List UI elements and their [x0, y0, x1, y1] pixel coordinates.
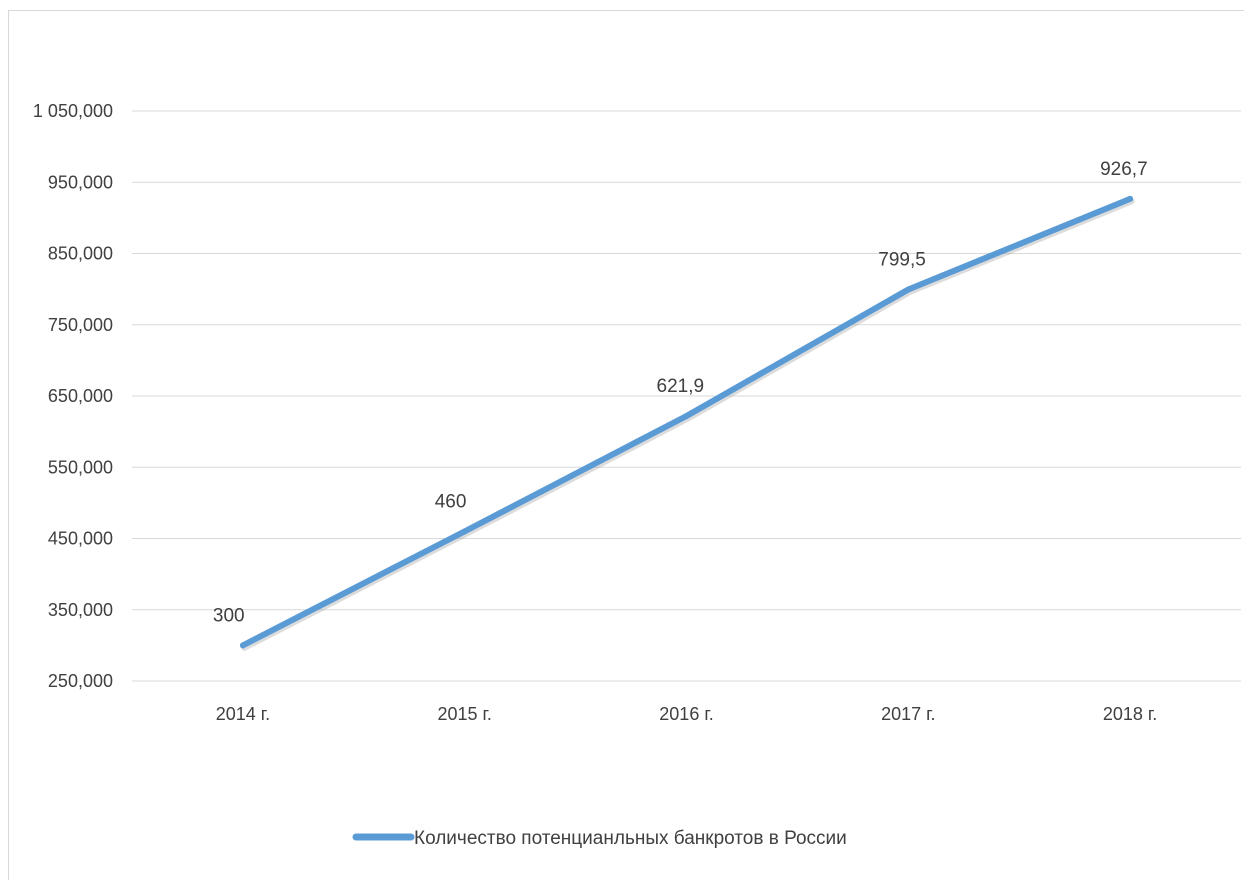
y-tick-label: 650,000 — [48, 386, 113, 406]
data-label: 621,9 — [657, 376, 705, 397]
x-axis-tick-labels: 2014 г. 2015 г. 2016 г. 2017 г. 2018 г. — [216, 704, 1158, 724]
data-point — [239, 642, 246, 649]
y-tick-label: 750,000 — [48, 315, 113, 335]
data-label: 300 — [213, 605, 245, 626]
y-tick-label: 850,000 — [48, 244, 113, 264]
y-tick-label: 1 050,000 — [33, 101, 113, 121]
y-tick-label: 550,000 — [48, 457, 113, 477]
x-tick-label: 2017 г. — [881, 704, 935, 724]
x-tick-label: 2015 г. — [437, 704, 491, 724]
y-tick-label: 350,000 — [48, 600, 113, 620]
data-label: 460 — [435, 491, 467, 512]
data-point — [905, 286, 912, 293]
legend: Количество потенцианльных банкротов в Ро… — [352, 828, 847, 849]
gridlines — [132, 110, 1241, 682]
chart-frame — [8, 10, 1244, 880]
series-line-shadow — [241, 198, 1135, 651]
y-tick-label: 950,000 — [48, 172, 113, 192]
x-tick-label: 2018 г. — [1103, 704, 1157, 724]
data-point — [1127, 195, 1134, 202]
legend-label: Количество потенцианльных банкротов в Ро… — [414, 828, 847, 849]
data-point — [461, 528, 468, 535]
series-lines — [239, 195, 1135, 651]
y-axis-tick-labels: 250,000 350,000 450,000 550,000 650,000 750,0… — [33, 101, 113, 691]
y-tick-label: 450,000 — [48, 529, 113, 549]
data-labels: 300 460 621,9 799,5 926,7 — [213, 159, 1148, 627]
data-point — [683, 413, 690, 420]
data-label: 799,5 — [878, 249, 926, 270]
x-tick-label: 2014 г. — [216, 704, 270, 724]
data-label: 926,7 — [1100, 159, 1148, 180]
y-tick-label: 250,000 — [48, 671, 113, 691]
x-tick-label: 2016 г. — [659, 704, 713, 724]
